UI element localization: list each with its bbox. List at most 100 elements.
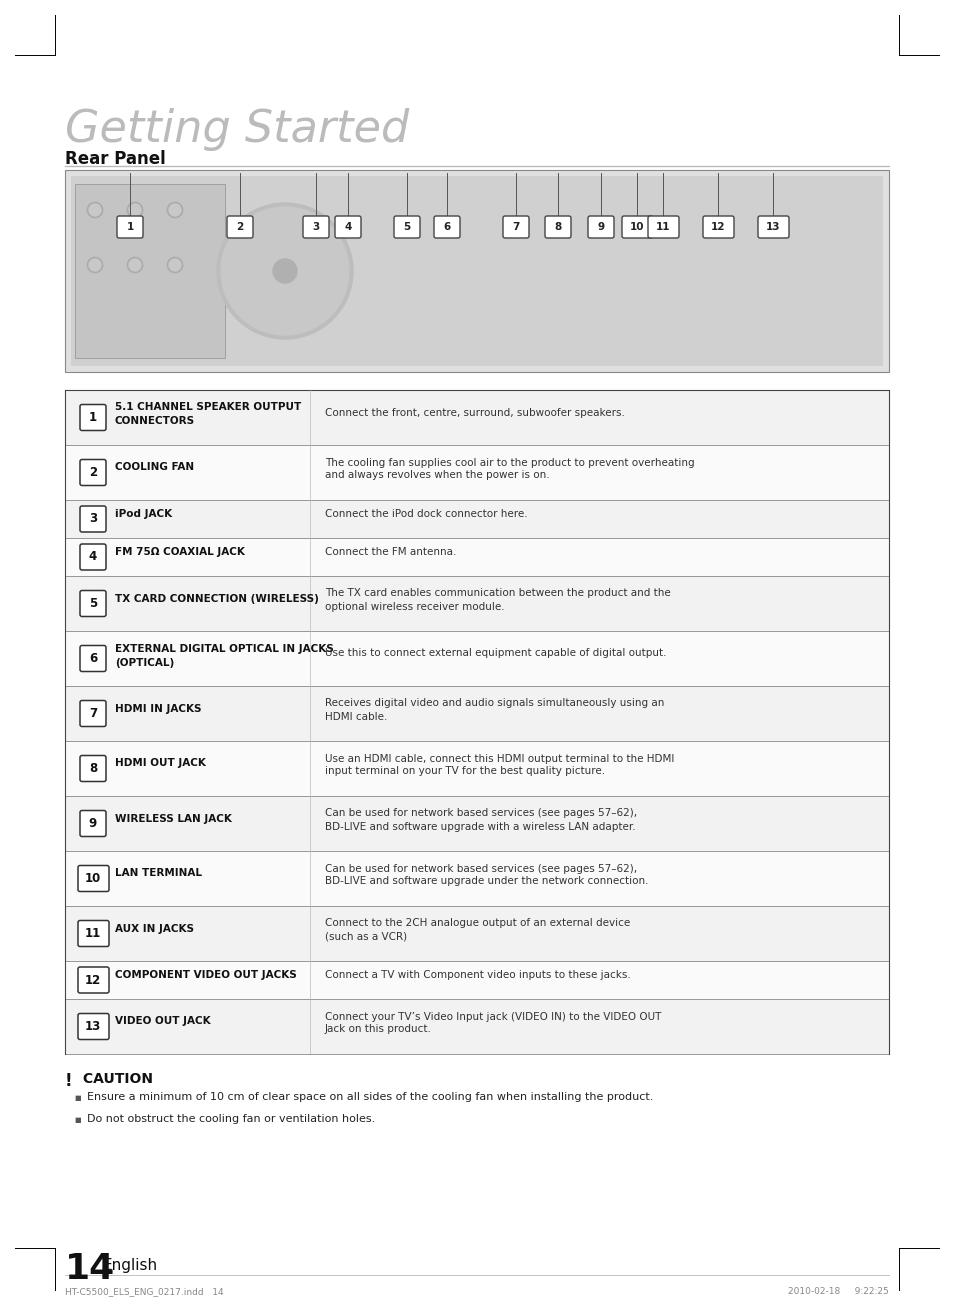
- FancyBboxPatch shape: [80, 701, 106, 727]
- Bar: [71, 176, 882, 366]
- FancyBboxPatch shape: [80, 646, 106, 672]
- Text: 4: 4: [89, 550, 97, 563]
- Bar: [65, 741, 888, 796]
- Text: 3: 3: [312, 222, 319, 233]
- Text: LAN TERMINAL: LAN TERMINAL: [115, 868, 202, 878]
- Bar: [65, 170, 888, 372]
- Text: FM 75Ω COAXIAL JACK: FM 75Ω COAXIAL JACK: [115, 548, 245, 557]
- Text: 8: 8: [89, 762, 97, 775]
- FancyBboxPatch shape: [80, 810, 106, 836]
- Text: Jack on this product.: Jack on this product.: [325, 1025, 432, 1035]
- Text: ■: ■: [74, 1117, 81, 1123]
- FancyBboxPatch shape: [758, 216, 788, 238]
- FancyBboxPatch shape: [587, 216, 614, 238]
- FancyBboxPatch shape: [80, 460, 106, 485]
- Bar: [75, 184, 225, 358]
- Circle shape: [87, 203, 103, 218]
- Circle shape: [167, 203, 183, 218]
- Text: 2010-02-18     9:22:25: 2010-02-18 9:22:25: [787, 1287, 888, 1297]
- Text: 12: 12: [85, 974, 101, 987]
- Text: Can be used for network based services (see pages 57–62),: Can be used for network based services (…: [325, 864, 637, 873]
- Text: Rear Panel: Rear Panel: [65, 150, 166, 169]
- Circle shape: [273, 259, 296, 284]
- Text: Receives digital video and audio signals simultaneously using an: Receives digital video and audio signals…: [325, 698, 663, 708]
- FancyBboxPatch shape: [80, 506, 106, 532]
- Text: Connect your TV’s Video Input jack (VIDEO IN) to the VIDEO OUT: Connect your TV’s Video Input jack (VIDE…: [325, 1012, 660, 1022]
- Text: 10: 10: [629, 222, 643, 233]
- Bar: [65, 686, 888, 741]
- Text: optional wireless receiver module.: optional wireless receiver module.: [325, 601, 504, 612]
- Text: VIDEO OUT JACK: VIDEO OUT JACK: [115, 1017, 211, 1026]
- Text: HDMI IN JACKS: HDMI IN JACKS: [115, 703, 201, 714]
- Text: Use this to connect external equipment capable of digital output.: Use this to connect external equipment c…: [325, 648, 666, 659]
- Text: 5: 5: [403, 222, 410, 233]
- Text: 11: 11: [85, 927, 101, 940]
- Bar: [65, 961, 888, 999]
- Bar: [65, 906, 888, 961]
- FancyBboxPatch shape: [647, 216, 679, 238]
- Text: 7: 7: [512, 222, 519, 233]
- FancyBboxPatch shape: [78, 865, 109, 891]
- FancyBboxPatch shape: [544, 216, 571, 238]
- Text: Connect to the 2CH analogue output of an external device: Connect to the 2CH analogue output of an…: [325, 919, 630, 928]
- Bar: [65, 538, 888, 576]
- Text: EXTERNAL DIGITAL OPTICAL IN JACKS: EXTERNAL DIGITAL OPTICAL IN JACKS: [115, 643, 334, 654]
- Text: 10: 10: [85, 872, 101, 885]
- FancyBboxPatch shape: [702, 216, 733, 238]
- Circle shape: [129, 204, 141, 216]
- Text: 8: 8: [554, 222, 561, 233]
- FancyBboxPatch shape: [78, 1013, 109, 1039]
- Text: Ensure a minimum of 10 cm of clear space on all sides of the cooling fan when in: Ensure a minimum of 10 cm of clear space…: [87, 1093, 653, 1102]
- Circle shape: [87, 257, 103, 273]
- Text: 5.1 CHANNEL SPEAKER OUTPUT: 5.1 CHANNEL SPEAKER OUTPUT: [115, 403, 301, 413]
- FancyBboxPatch shape: [303, 216, 329, 238]
- Text: Use an HDMI cable, connect this HDMI output terminal to the HDMI: Use an HDMI cable, connect this HDMI out…: [325, 754, 674, 763]
- FancyBboxPatch shape: [335, 216, 360, 238]
- Text: AUX IN JACKS: AUX IN JACKS: [115, 924, 193, 933]
- Text: 2: 2: [236, 222, 243, 233]
- FancyBboxPatch shape: [80, 591, 106, 617]
- Text: 9: 9: [89, 817, 97, 830]
- Text: 2: 2: [89, 467, 97, 478]
- Text: ■: ■: [74, 1095, 81, 1100]
- Text: 6: 6: [89, 652, 97, 665]
- FancyBboxPatch shape: [394, 216, 419, 238]
- Text: CONNECTORS: CONNECTORS: [115, 417, 195, 426]
- Text: (such as a VCR): (such as a VCR): [325, 932, 407, 941]
- Text: Connect a TV with Component video inputs to these jacks.: Connect a TV with Component video inputs…: [325, 970, 630, 980]
- Bar: [65, 999, 888, 1053]
- Text: 9: 9: [597, 222, 604, 233]
- Circle shape: [89, 204, 101, 216]
- FancyBboxPatch shape: [227, 216, 253, 238]
- Bar: [65, 444, 888, 501]
- Circle shape: [169, 259, 181, 271]
- Circle shape: [89, 259, 101, 271]
- Text: Connect the FM antenna.: Connect the FM antenna.: [325, 548, 456, 557]
- Circle shape: [127, 257, 143, 273]
- Text: Getting Started: Getting Started: [65, 108, 409, 152]
- Circle shape: [127, 203, 143, 218]
- FancyBboxPatch shape: [78, 920, 109, 946]
- Text: WIRELESS LAN JACK: WIRELESS LAN JACK: [115, 813, 232, 823]
- Text: Do not obstruct the cooling fan or ventilation holes.: Do not obstruct the cooling fan or venti…: [87, 1114, 375, 1124]
- Text: !: !: [65, 1072, 72, 1090]
- FancyBboxPatch shape: [502, 216, 529, 238]
- Text: 13: 13: [765, 222, 780, 233]
- Text: HT-C5500_ELS_ENG_0217.indd   14: HT-C5500_ELS_ENG_0217.indd 14: [65, 1287, 223, 1297]
- Text: TX CARD CONNECTION (WIRELESS): TX CARD CONNECTION (WIRELESS): [115, 593, 318, 604]
- Text: and always revolves when the power is on.: and always revolves when the power is on…: [325, 471, 549, 481]
- Text: 6: 6: [443, 222, 450, 233]
- Circle shape: [169, 204, 181, 216]
- Text: The cooling fan supplies cool air to the product to prevent overheating: The cooling fan supplies cool air to the…: [325, 457, 694, 468]
- Text: 14: 14: [65, 1252, 115, 1286]
- FancyBboxPatch shape: [117, 216, 143, 238]
- Text: HDMI cable.: HDMI cable.: [325, 711, 387, 721]
- FancyBboxPatch shape: [78, 967, 109, 993]
- Text: (OPTICAL): (OPTICAL): [115, 657, 174, 668]
- Circle shape: [216, 203, 353, 339]
- Text: 1: 1: [126, 222, 133, 233]
- Circle shape: [221, 207, 349, 335]
- Text: 12: 12: [710, 222, 724, 233]
- Text: 3: 3: [89, 512, 97, 525]
- Text: input terminal on your TV for the best quality picture.: input terminal on your TV for the best q…: [325, 766, 604, 776]
